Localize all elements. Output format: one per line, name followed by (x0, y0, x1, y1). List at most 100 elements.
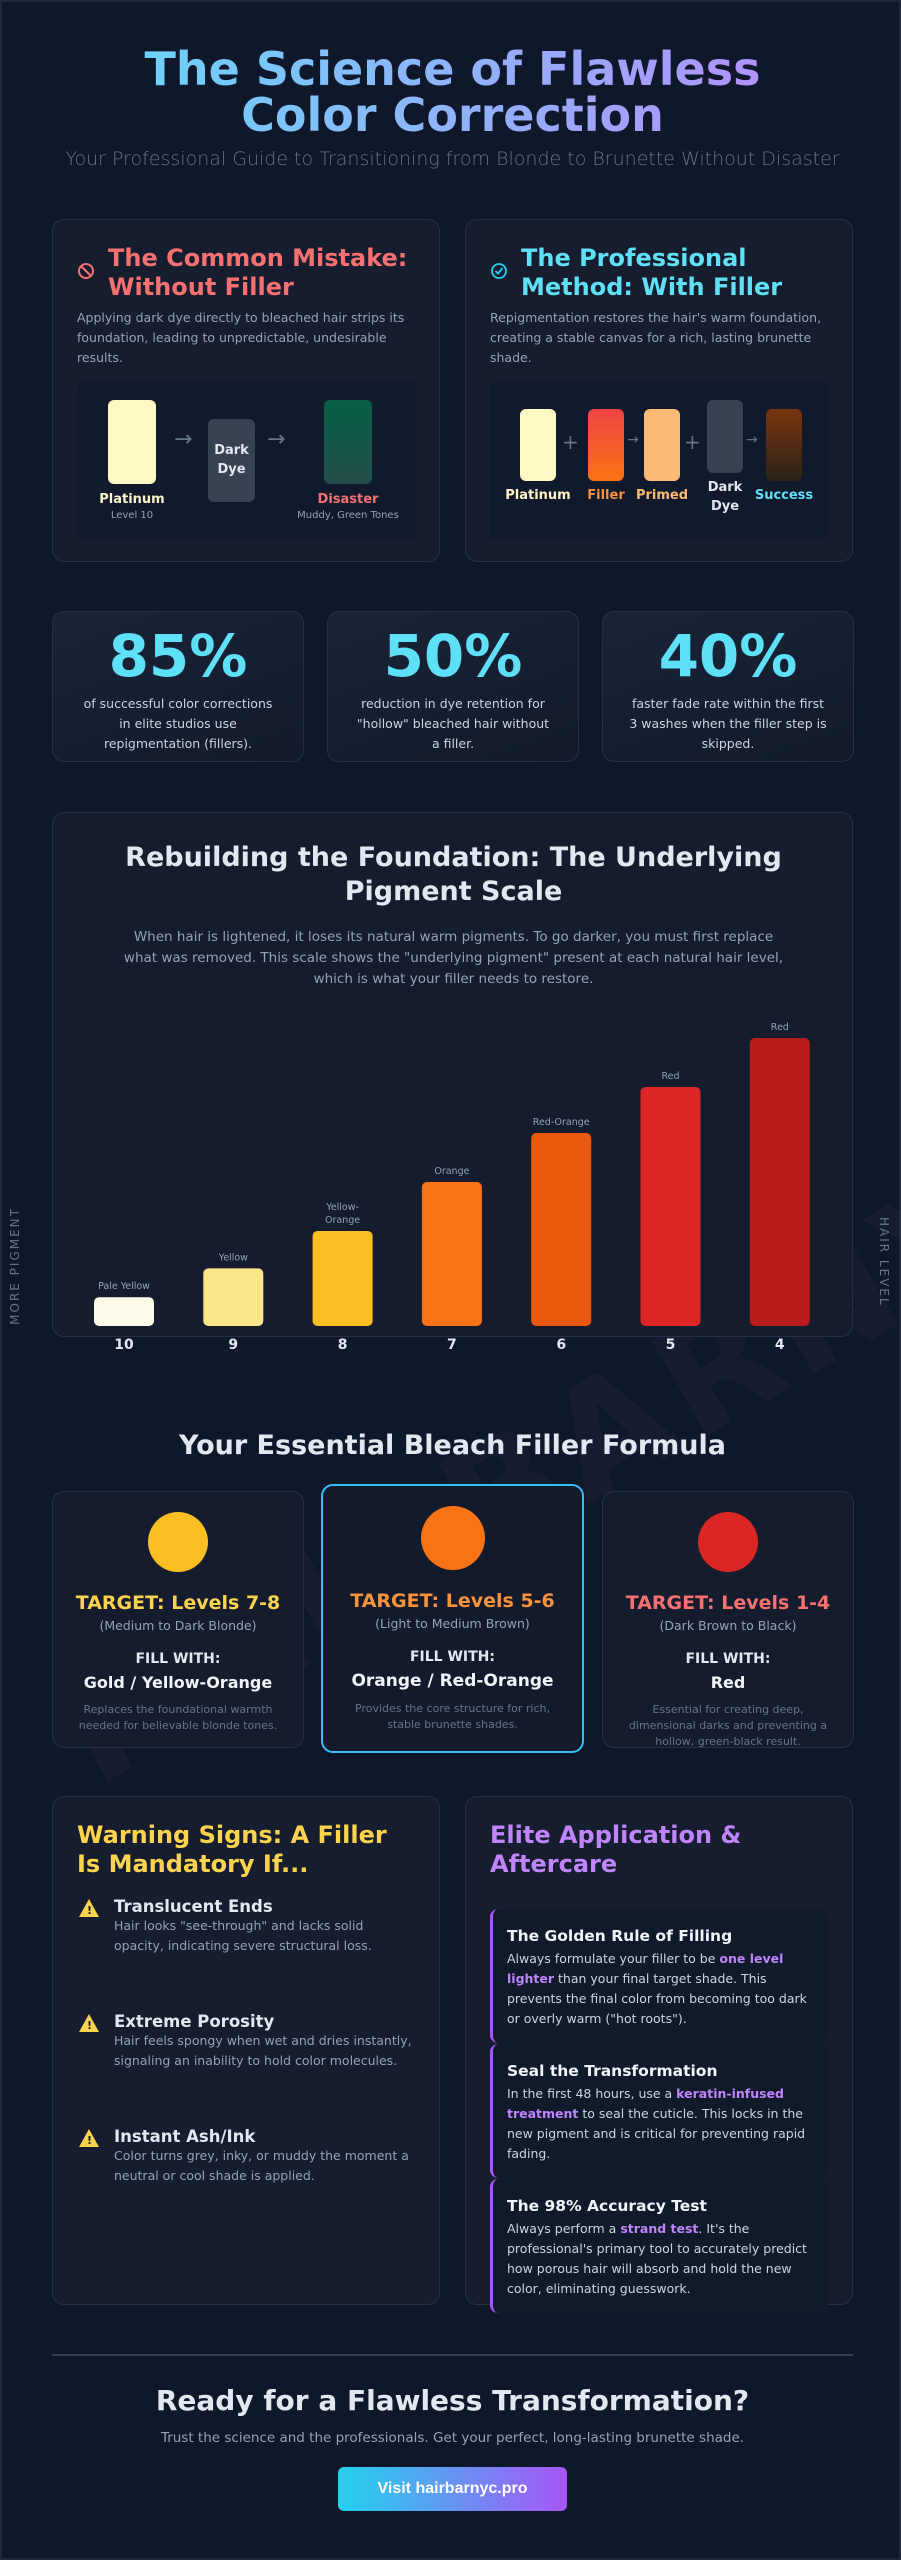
formula-range: (Dark Brown to Black) (659, 1618, 797, 1633)
fill-label: FILL WITH: (685, 1651, 771, 1667)
tip-title: The Golden Rule of Filling (507, 1927, 733, 1945)
warning-text: Color turns grey, inky, or muddy the mom… (114, 2148, 409, 2183)
stat-card: 40% faster fade rate within the first 3 w… (602, 611, 854, 762)
tip-text: Always formulate your filler to be one l… (507, 1951, 807, 2026)
formula-target: TARGET: Levels 7-8 (75, 1592, 281, 1614)
pigment-bar-chart: Pale Yellow 10 Yellow 9 Yellow- Orange 8 Orange… (94, 1022, 810, 1353)
bar-level-4 (749, 1038, 810, 1326)
stat-text: reduction in dye retention for "hollow" … (356, 696, 550, 751)
bar-level-7 (421, 1182, 482, 1326)
dark-dye-swatch (707, 400, 743, 473)
color-dot (698, 1512, 758, 1572)
step-label: Platinum (505, 488, 571, 503)
method-card: The Professional Method: With Filler Rep… (465, 219, 853, 562)
warning-title: Translucent Ends (114, 1897, 273, 1916)
level-tick-label: 10 (114, 1337, 134, 1353)
aftercare-card: Elite Application & Aftercare The Golden… (465, 1796, 853, 2313)
fill-label: FILL WITH: (135, 1651, 221, 1667)
stat-value: 40% (658, 622, 798, 690)
level-tick-label: 5 (666, 1337, 676, 1353)
formula-range: (Light to Medium Brown) (375, 1616, 530, 1631)
formula-target: TARGET: Levels 5-6 (350, 1590, 555, 1612)
color-dot (420, 1506, 485, 1570)
cta-text: Trust the science and the professionals.… (160, 2430, 745, 2446)
formula-card: TARGET: Levels 1-4 (Dark Brown to Black)… (602, 1491, 854, 1748)
bar-level-5 (640, 1086, 701, 1326)
formula-desc: Replaces the foundational warmth needed … (78, 1703, 278, 1732)
formula-desc: Provides the core structure for rich, st… (355, 1702, 550, 1731)
warning-item: ! Extreme Porosity Hair feels spongy when … (79, 2012, 414, 2071)
page-title: The Science of Flawless Color Correction (2, 46, 901, 138)
x-axis-label: HAIR LEVEL (877, 1217, 891, 1307)
step-label: Primed (635, 488, 689, 503)
warning-title: Extreme Porosity (114, 2012, 275, 2031)
tip-title: The 98% Accuracy Test (507, 2197, 707, 2215)
aftercare-title: Elite Application & Aftercare (490, 1821, 742, 1878)
bar-label: Red (771, 1022, 789, 1033)
fill-value: Red (710, 1673, 746, 1692)
arrow-icon: → (746, 432, 758, 448)
stat-value: 85% (108, 622, 248, 690)
step-label: Dark Dye (707, 480, 743, 514)
method-desc: Repigmentation restores the hair's warm … (490, 310, 822, 365)
formula-range: (Medium to Dark Blonde) (99, 1618, 257, 1633)
fill-value: Orange / Red-Orange (351, 1671, 554, 1691)
success-swatch (766, 409, 802, 481)
visit-website-button[interactable]: Visit hairbarnyc.pro (338, 2467, 567, 2511)
disaster-swatch (324, 400, 372, 484)
plus-icon: + (562, 430, 579, 454)
platinum-swatch (108, 400, 156, 484)
warning-icon: ! (79, 2014, 99, 2032)
bar-level-8 (312, 1230, 373, 1326)
cta-title: Ready for a Flawless Transformation? (155, 2384, 750, 2417)
warnings-title: Warning Signs: A Filler Is Mandatory If.… (77, 1821, 387, 1878)
bar-label: Red (661, 1071, 679, 1082)
warning-item: ! Translucent Ends Hair looks "see-through… (79, 1897, 414, 1956)
method-diagram: Platinum + Filler → Primed + Dark Dye → … (490, 382, 829, 539)
disaster-label: Disaster (317, 492, 379, 507)
platinum-label: Platinum (99, 492, 165, 507)
step-label: Filler (587, 488, 625, 503)
disaster-sub: Muddy, Green Tones (297, 510, 399, 521)
page-subtitle: Your Professional Guide to Transitioning… (65, 148, 840, 170)
tip-text: In the first 48 hours, use a keratin-inf… (507, 2086, 806, 2161)
level-tick-label: 9 (228, 1337, 238, 1353)
fill-label: FILL WITH: (409, 1649, 495, 1665)
stat-value: 50% (383, 622, 523, 690)
color-dot (148, 1512, 208, 1572)
tip-text: Always perform a strand test. It's the p… (507, 2221, 807, 2296)
pigment-scale-card: Rebuilding the Foundation: The Underlyin… (52, 812, 853, 1337)
arrow-icon: → (174, 427, 193, 452)
bar-label: Yellow- (325, 1202, 359, 1213)
formula-desc: Essential for creating deep, dimensional… (628, 1703, 828, 1748)
warnings-card: Warning Signs: A Filler Is Mandatory If.… (52, 1796, 440, 2305)
formula-target: TARGET: Levels 1-4 (625, 1592, 831, 1614)
formula-card-featured: TARGET: Levels 5-6 (Light to Medium Brow… (321, 1484, 584, 1753)
bar-level-10 (94, 1297, 154, 1326)
bar-level-9 (203, 1268, 264, 1326)
platinum-sub: Level 10 (110, 510, 154, 521)
platinum-swatch (520, 409, 556, 481)
tip-title: Seal the Transformation (507, 2062, 718, 2080)
tip-card: The 98% Accuracy Test Always perform a st… (490, 2179, 828, 2313)
bar-label: Pale Yellow (98, 1281, 150, 1292)
stat-text: faster fade rate within the first 3 wash… (629, 696, 827, 751)
tip-card: The Golden Rule of Filling Always formula… (490, 1909, 828, 2043)
bar-level-6 (531, 1133, 592, 1326)
stat-card: 85% of successful color corrections in el… (52, 611, 304, 762)
filler-swatch (588, 409, 624, 481)
warning-text: Hair feels spongy when wet and dries ins… (114, 2033, 412, 2068)
formula-title: Your Essential Bleach Filler Formula (179, 1430, 726, 1461)
dark-dye-swatch (208, 419, 255, 502)
plus-icon: + (684, 430, 701, 454)
y-axis-label: MORE PIGMENT (8, 1207, 22, 1325)
dark-dye-label: Dark Dye (214, 443, 249, 477)
mistake-diagram: Platinum Level 10 → Dark Dye → Disaster … (77, 382, 416, 539)
prohibited-icon (78, 263, 94, 279)
mistake-title: The Common Mistake: Without Filler (108, 244, 408, 301)
bar-label: Orange (434, 1166, 469, 1177)
method-title: The Professional Method: With Filler (521, 244, 783, 301)
fill-value: Gold / Yellow-Orange (83, 1673, 273, 1692)
formula-card: TARGET: Levels 7-8 (Medium to Dark Blond… (52, 1491, 304, 1748)
stat-card: 50% reduction in dye retention for "hollo… (327, 611, 579, 762)
